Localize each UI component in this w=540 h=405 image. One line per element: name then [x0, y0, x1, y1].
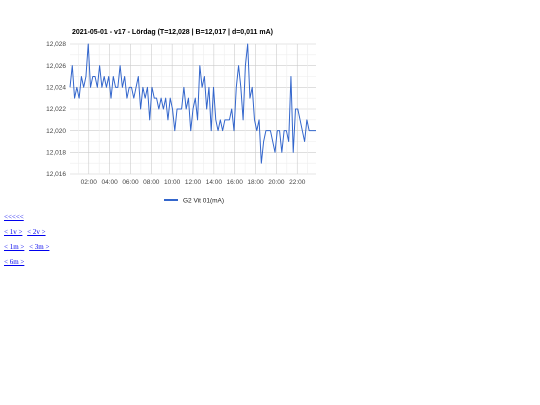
x-tick-label: 20:00: [268, 179, 285, 186]
y-tick-label: 12,018: [46, 150, 66, 157]
y-tick-label: 12,024: [46, 85, 66, 92]
chart-title: 2021-05-01 - v17 - Lördag (T=12,028 | B=…: [72, 29, 273, 36]
nav-link-1m[interactable]: < 1m >: [4, 243, 25, 251]
y-tick-label: 12,020: [46, 128, 66, 135]
chart-legend[interactable]: G2 Vit 01(mA): [164, 198, 224, 205]
nav-link-3m[interactable]: < 3m >: [29, 243, 50, 251]
x-tick-label: 18:00: [247, 179, 264, 186]
series-line: [69, 43, 316, 164]
nav-row-4: < 6m >: [4, 258, 27, 266]
x-tick-label: 14:00: [206, 179, 223, 186]
nav-link-1v[interactable]: < 1v >: [4, 228, 23, 236]
x-tick-label: 10:00: [164, 179, 181, 186]
x-axis-ticks: 02:00 04:00 06:00 08:00 10:00 12:00 14:00 16:00…: [81, 179, 306, 186]
y-axis-ticks: 12,016 12,018 12,020 12,022 12,024 12,026 12,0…: [46, 41, 66, 178]
x-tick-label: 02:00: [81, 179, 98, 186]
nav-link-2v[interactable]: < 2v >: [27, 228, 46, 236]
chart-lines: [69, 43, 316, 164]
chart: 2021-05-01 - v17 - Lördag (T=12,028 | B=…: [46, 29, 316, 205]
nav-row-2: < 1v > < 2v >: [4, 228, 49, 236]
y-tick-label: 12,016: [46, 171, 66, 178]
x-tick-label: 12:00: [185, 179, 202, 186]
x-tick-label: 16:00: [227, 179, 244, 186]
x-tick-label: 22:00: [289, 179, 306, 186]
nav-link-back[interactable]: <<<<<: [4, 213, 24, 221]
nav-row-1: <<<<<: [4, 213, 27, 221]
legend-label: G2 Vit 01(mA): [183, 198, 224, 205]
nav-row-3: < 1m > < 3m >: [4, 243, 52, 251]
y-tick-label: 12,026: [46, 63, 66, 70]
y-tick-label: 12,028: [46, 41, 66, 48]
y-tick-label: 12,022: [46, 106, 66, 113]
nav-link-6m[interactable]: < 6m >: [4, 258, 25, 266]
x-tick-label: 08:00: [143, 179, 160, 186]
x-tick-label: 04:00: [101, 179, 118, 186]
x-tick-label: 06:00: [122, 179, 139, 186]
